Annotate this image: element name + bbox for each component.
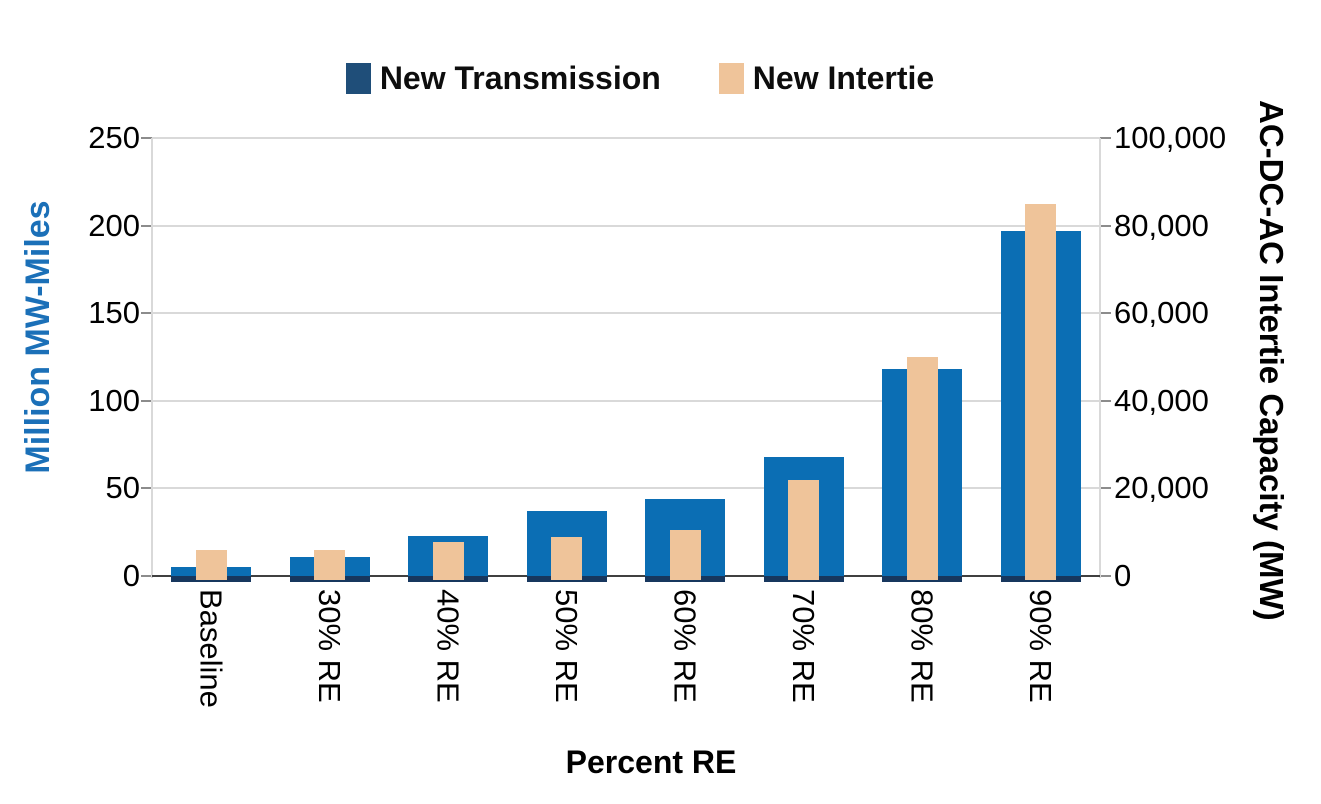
y-tick-label-right: 100,000 [1114,120,1227,155]
x-tick-label: 30% RE [311,589,347,703]
right-axis-title: AC-DC-AC Intertie Capacity (MW) [1253,99,1290,621]
x-tick-label: Baseline [193,589,229,708]
y-tick-label-right: 40,000 [1114,382,1209,418]
x-tick-label: 50% RE [548,589,584,703]
legend-label-new-transmission: New Transmission [379,60,661,96]
legend-label-new-intertie: New Intertie [752,60,935,96]
new-transmission-swatch-icon [345,63,371,94]
right-tick-mark [1100,224,1111,227]
y-tick-label-left: 50 [105,470,140,506]
legend-item-new-transmission: New Transmission [345,60,661,97]
gridline [152,312,1100,315]
gridline [152,224,1100,227]
bar-new-intertie [669,529,701,580]
right-tick-mark [1100,487,1111,490]
y-tick-label-right: 60,000 [1114,295,1209,331]
y-tick-label-left: 250 [88,120,140,155]
left-tick-mark [141,575,152,577]
y-tick-label-right: 0 [1114,558,1132,593]
gridline [152,487,1100,490]
x-axis-title: Percent RE [565,744,737,780]
x-tick-label: 60% RE [667,589,703,703]
bar-new-intertie [551,536,583,580]
left-tick-mark [141,224,152,227]
y-tick-label-left: 200 [88,207,140,243]
legend-item-new-intertie: New Intertie [718,60,935,97]
left-tick-mark [141,137,152,139]
gridline [152,137,1100,139]
right-axis-line [1099,138,1101,578]
left-tick-mark [141,312,152,315]
x-tick-label: 40% RE [430,589,466,703]
right-tick-mark [1100,399,1111,402]
new-intertie-swatch-icon [718,63,744,94]
y-tick-label-right: 20,000 [1114,470,1209,506]
x-tick-label: 80% RE [904,589,940,703]
legend: New Transmission New Intertie [0,60,1280,97]
gridline [152,399,1100,402]
left-axis-line [151,138,153,578]
y-tick-label-left: 150 [88,295,140,331]
x-tick-label: 90% RE [1022,589,1058,703]
right-tick-mark [1100,312,1111,315]
right-tick-mark [1100,575,1111,577]
left-tick-mark [141,487,152,490]
bar-new-intertie [788,479,820,580]
y-tick-label-left: 100 [88,382,140,418]
left-tick-mark [141,399,152,402]
bar-new-intertie [432,542,464,580]
x-tick-label: 70% RE [785,589,821,703]
bar-new-intertie [906,357,938,580]
bar-new-intertie [195,549,227,580]
y-tick-label-right: 80,000 [1114,207,1209,243]
right-tick-mark [1100,137,1111,139]
bar-new-intertie [1025,203,1057,580]
x-axis-line [152,575,1100,577]
bar-new-intertie [314,549,346,580]
y-tick-label-left: 0 [122,558,140,593]
